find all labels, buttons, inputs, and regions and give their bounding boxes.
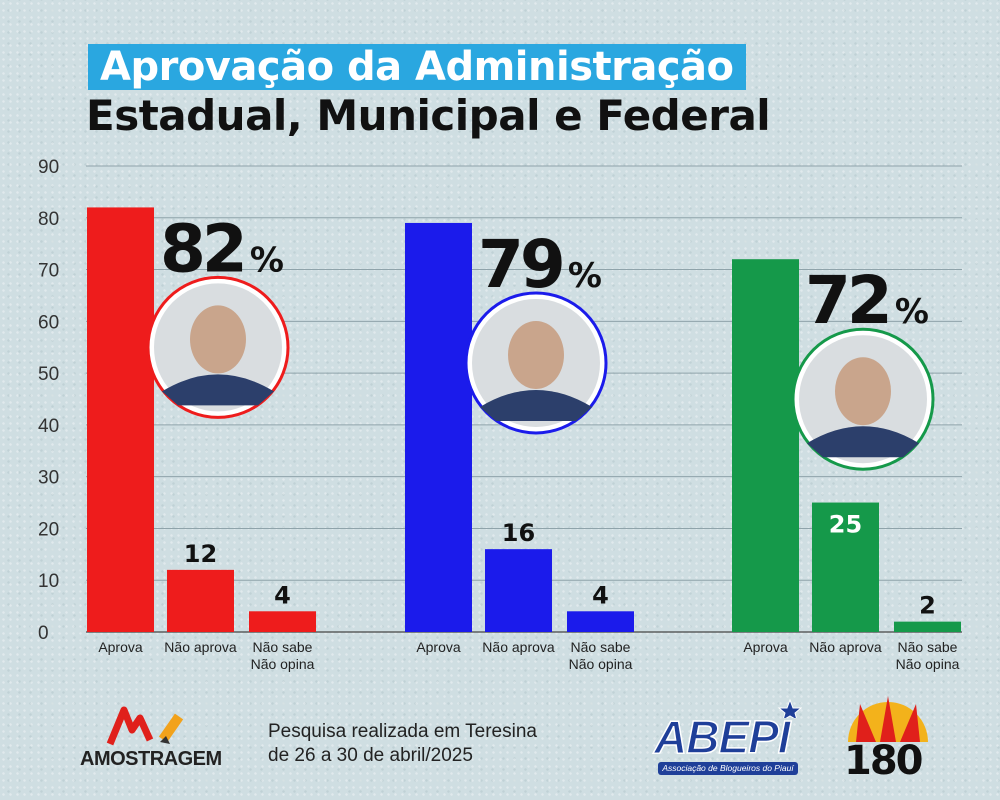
data-label: 4 (592, 581, 609, 609)
category-label: Não aprova (809, 639, 882, 655)
portrait-shoulders (162, 374, 274, 406)
bar (732, 259, 799, 632)
logo-180: 180 (840, 694, 936, 784)
category-label: Não sabe Não opina (251, 639, 315, 672)
bar (405, 222, 472, 632)
portrait-face (190, 305, 246, 374)
data-label: 2 (919, 592, 936, 620)
data-label: 16 (502, 519, 535, 547)
y-tick-label: 60 (38, 312, 59, 333)
y-tick-label: 30 (38, 468, 59, 489)
survey-note: Pesquisa realizada em Teresina de 26 a 3… (268, 720, 537, 768)
y-tick-label: 40 (38, 416, 59, 437)
abepi-wordmark: ABEPI (653, 710, 791, 764)
headline-percentage: 79% (478, 226, 601, 303)
sun-rays-icon (848, 696, 928, 742)
bar (567, 611, 634, 632)
y-tick-label: 90 (38, 157, 59, 178)
amostragem-logo: AMOSTRAGEM (80, 700, 240, 772)
portrait-face (835, 357, 891, 426)
category-label: Não aprova (164, 639, 237, 655)
category-label: Aprova (416, 639, 461, 655)
bar (87, 207, 154, 632)
survey-note-line2: de 26 a 30 de abril/2025 (268, 745, 473, 766)
y-tick-label: 50 (38, 364, 59, 385)
y-tick-label: 20 (38, 519, 59, 540)
y-tick-label: 70 (38, 261, 59, 282)
category-label: Aprova (743, 639, 788, 655)
amostragem-mark-icon (106, 706, 184, 746)
portrait-shoulders (807, 426, 919, 458)
category-label: Não aprova (482, 639, 555, 655)
headline-percentage: 72% (805, 262, 928, 339)
data-label: 12 (184, 540, 217, 568)
y-tick-label: 0 (38, 623, 49, 644)
headline-percentage: 82% (160, 210, 283, 287)
bar (485, 549, 552, 632)
logo-180-number: 180 (844, 738, 923, 784)
portrait-shoulders (480, 389, 592, 421)
abepi-subtitle: Associação de Blogueiros do Piauí (658, 762, 798, 775)
chart-title-line1: Aprovação da Administração (88, 44, 746, 90)
category-label: Não sabe Não opina (896, 639, 960, 672)
y-tick-label: 10 (38, 571, 59, 592)
bar (812, 502, 879, 632)
survey-note-line1: Pesquisa realizada em Teresina (268, 721, 537, 742)
chart-title-line2: Estadual, Municipal e Federal (86, 91, 771, 140)
star-icon (777, 698, 802, 718)
bar (249, 611, 316, 632)
bar (894, 621, 961, 632)
amostragem-wordmark: AMOSTRAGEM (80, 748, 222, 770)
data-label: 4 (274, 581, 291, 609)
bar (167, 569, 234, 632)
category-label: Aprova (98, 639, 143, 655)
abepi-logo: ABEPI Associação de Blogueiros do Piauí (652, 698, 802, 782)
category-label: Não sabe Não opina (569, 639, 633, 672)
portrait-face (508, 320, 564, 389)
y-tick-label: 80 (38, 209, 59, 230)
data-label: 25 (829, 511, 862, 539)
